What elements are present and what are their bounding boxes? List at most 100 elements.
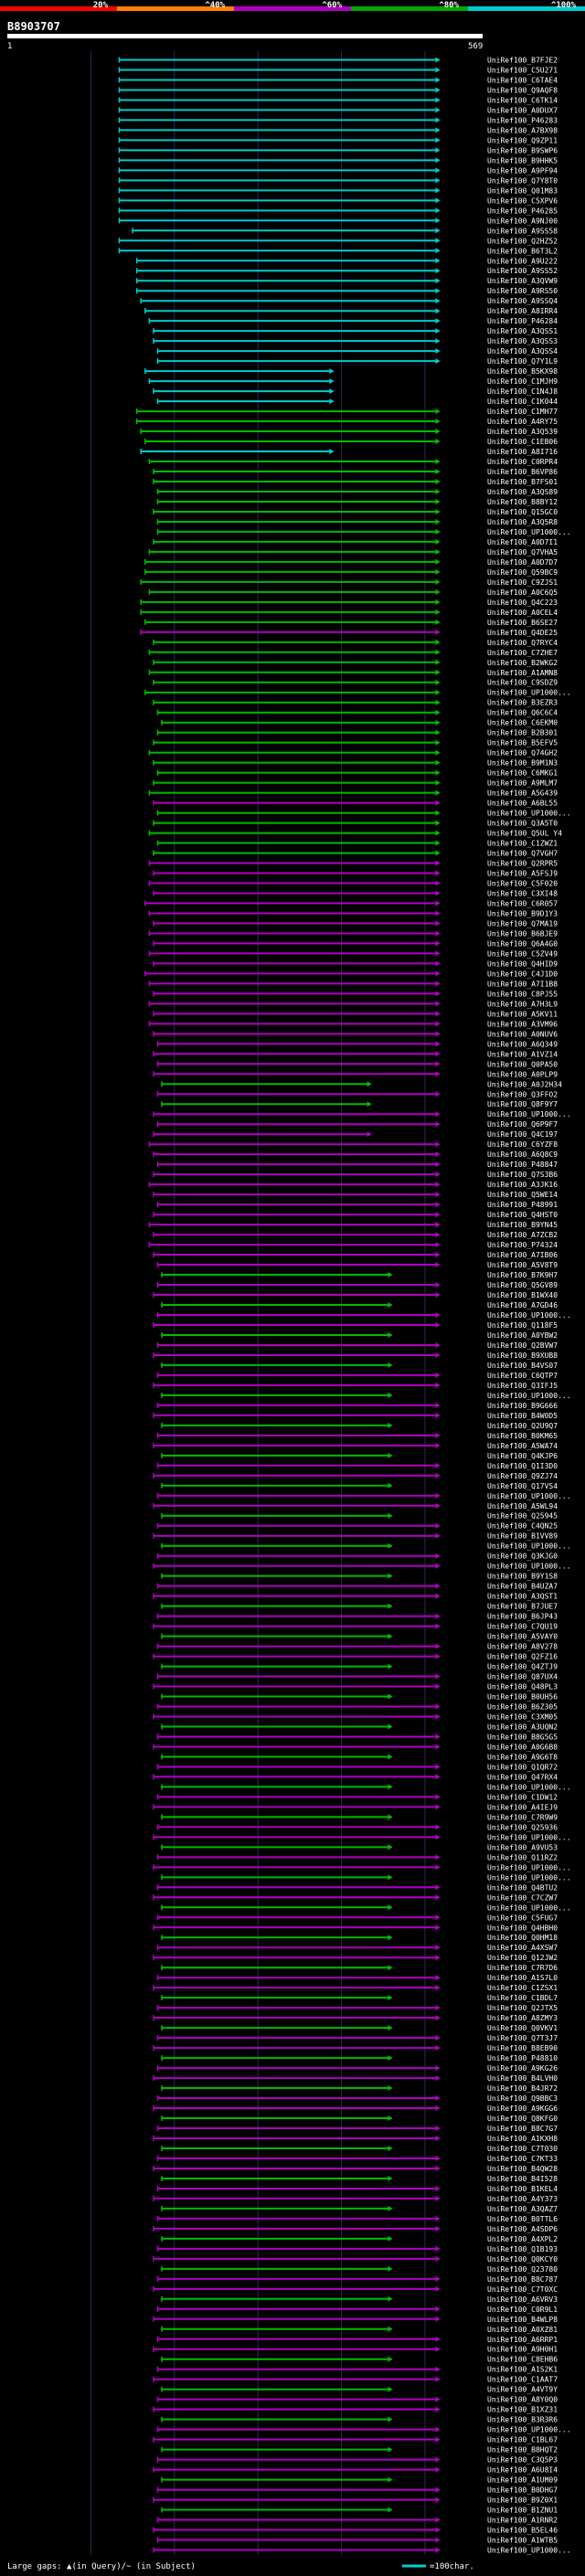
hit-label[interactable]: UniRef100_C5F020 [487,880,558,888]
hit-label[interactable]: UniRef100_A1VZ14 [487,1050,558,1058]
hit-label[interactable]: UniRef100_C6MKG1 [487,769,558,778]
hit-label[interactable]: UniRef100_C1BDL7 [487,1994,558,2002]
hit-label[interactable]: UniRef100_C1DW12 [487,1793,558,1801]
hit-label[interactable]: UniRef100_C8PJ55 [487,990,558,998]
hit-label[interactable]: UniRef100_A5WA74 [487,1442,558,1450]
hit-label[interactable]: UniRef100_C7R7D6 [487,1964,558,1972]
hit-label[interactable]: UniRef100_A5WL94 [487,1502,558,1511]
hit-label[interactable]: UniRef100_C7T0XC [487,2285,558,2294]
hit-label[interactable]: UniRef100_C3XI48 [487,889,558,897]
hit-label[interactable]: UniRef100_A4RY75 [487,418,558,426]
hit-label[interactable]: UniRef100_B6SE27 [487,619,558,627]
hit-label[interactable]: UniRef100_B3R3R6 [487,2416,558,2424]
hit-label[interactable]: UniRef100_B1WX40 [487,1291,558,1299]
hit-label[interactable]: UniRef100_B8G5G5 [487,1733,558,1741]
hit-label[interactable]: UniRef100_B1KEL4 [487,2185,558,2193]
hit-label[interactable]: UniRef100_Q2RPR5 [487,860,558,868]
hit-label[interactable]: UniRef100_A9U222 [487,257,558,265]
hit-label[interactable]: UniRef100_B6VP86 [487,468,558,476]
hit-label[interactable]: UniRef100_A4XSW7 [487,1944,558,1952]
hit-label[interactable]: UniRef100_C1MH77 [487,408,558,416]
hit-label[interactable]: UniRef100_A8I716 [487,448,558,456]
hit-label[interactable]: UniRef100_UP1000... [487,528,571,536]
hit-label[interactable]: UniRef100_C9SDZ9 [487,679,558,687]
hit-label[interactable]: UniRef100_Q23780 [487,2265,558,2274]
hit-label[interactable]: UniRef100_B5KX98 [487,367,558,376]
hit-label[interactable]: UniRef100_A1S7L0 [487,1974,558,1982]
hit-label[interactable]: UniRef100_Q9ZP11 [487,136,558,144]
hit-label[interactable]: UniRef100_A3JK16 [487,1181,558,1189]
hit-label[interactable]: UniRef100_C7T030 [487,2145,558,2153]
hit-label[interactable]: UniRef100_Q5WE14 [487,1191,558,1199]
hit-label[interactable]: UniRef100_UP1000... [487,1903,571,1912]
hit-label[interactable]: UniRef100_A4SDP6 [487,2225,558,2233]
hit-label[interactable]: UniRef100_B4QW28 [487,2165,558,2173]
hit-label[interactable]: UniRef100_A1AMN8 [487,669,558,677]
hit-label[interactable]: UniRef100_A7IB06 [487,1251,558,1259]
hit-label[interactable]: UniRef100_A9VU53 [487,1843,558,1851]
hit-label[interactable]: UniRef100_A1UM09 [487,2476,558,2485]
hit-label[interactable]: UniRef100_A9SS58 [487,227,558,235]
hit-label[interactable]: UniRef100_Q4BTU2 [487,1883,558,1892]
hit-label[interactable]: UniRef100_C7R9W9 [487,1813,558,1821]
hit-label[interactable]: UniRef100_A9SSQ4 [487,297,558,305]
hit-label[interactable]: UniRef100_B9YN45 [487,1221,558,1229]
hit-label[interactable]: UniRef100_P46284 [487,317,558,325]
hit-label[interactable]: UniRef100_B5EFV5 [487,739,558,747]
hit-label[interactable]: UniRef100_B9XUB8 [487,1352,558,1360]
hit-label[interactable]: UniRef100_B6JP43 [487,1613,558,1621]
hit-label[interactable]: UniRef100_C4QN25 [487,1522,558,1531]
hit-label[interactable]: UniRef100_B8C7G7 [487,2125,558,2133]
hit-label[interactable]: UniRef100_UP1000... [487,1392,571,1400]
hit-label[interactable]: UniRef100_A3Q539 [487,428,558,436]
hit-label[interactable]: UniRef100_Q8KFG0 [487,2115,558,2123]
hit-label[interactable]: UniRef100_A8Y0Q0 [487,2396,558,2404]
hit-label[interactable]: UniRef100_Q0PA50 [487,1060,558,1068]
hit-label[interactable]: UniRef100_A9NJ00 [487,217,558,225]
hit-label[interactable]: UniRef100_UP1000... [487,2547,571,2555]
hit-label[interactable]: UniRef100_A9KG26 [487,2064,558,2072]
hit-label[interactable]: UniRef100_C5ZV49 [487,949,558,958]
hit-label[interactable]: UniRef100_C7CZW7 [487,1893,558,1902]
hit-label[interactable]: UniRef100_A0CEL4 [487,609,558,617]
hit-label[interactable]: UniRef100_A5G439 [487,790,558,798]
hit-label[interactable]: UniRef100_B0UH56 [487,1693,558,1701]
hit-label[interactable]: UniRef100_Q4HST0 [487,1211,558,1219]
hit-label[interactable]: UniRef100_P48810 [487,2054,558,2062]
hit-label[interactable]: UniRef100_Q5UL Y4 [487,830,562,838]
hit-label[interactable]: UniRef100_P74324 [487,1241,558,1249]
hit-label[interactable]: UniRef100_B7FS01 [487,478,558,486]
hit-label[interactable]: UniRef100_B4W0D5 [487,1412,558,1420]
hit-label[interactable]: UniRef100_A5FSJ9 [487,870,558,878]
hit-label[interactable]: UniRef100_Q1B193 [487,2245,558,2253]
hit-label[interactable]: UniRef100_Q6P9F7 [487,1120,558,1129]
hit-label[interactable]: UniRef100_A6VRV3 [487,2295,558,2304]
hit-label[interactable]: UniRef100_C5U271 [487,66,558,74]
hit-label[interactable]: UniRef100_C1N4J8 [487,387,558,396]
hit-label[interactable]: UniRef100_Q6A4G0 [487,939,558,948]
hit-label[interactable]: UniRef100_UP1000... [487,1833,571,1841]
hit-label[interactable]: UniRef100_B9M1N3 [487,759,558,768]
hit-label[interactable]: UniRef100_Q7Y8T0 [487,176,558,185]
hit-label[interactable]: UniRef100_A9RS50 [487,287,558,295]
hit-label[interactable]: UniRef100_Q7MA19 [487,919,558,928]
hit-label[interactable]: UniRef100_A9H0H1 [487,2346,558,2354]
hit-label[interactable]: UniRef100_Q11RZ2 [487,1853,558,1861]
hit-label[interactable]: UniRef100_A4Y373 [487,2195,558,2203]
hit-label[interactable]: UniRef100_UP1000... [487,1873,571,1882]
hit-label[interactable]: UniRef100_A3QSS1 [487,327,558,335]
hit-label[interactable]: UniRef100_B6T3L2 [487,247,558,255]
hit-label[interactable]: UniRef100_A3QS89 [487,488,558,496]
hit-label[interactable]: UniRef100_P46283 [487,116,558,124]
hit-label[interactable]: UniRef100_Q7Y1L9 [487,357,558,366]
hit-label[interactable]: UniRef100_A1S2K1 [487,2366,558,2374]
hit-label[interactable]: UniRef100_B9Y1S8 [487,1573,558,1581]
hit-label[interactable]: UniRef100_C5XPV6 [487,196,558,205]
hit-label[interactable]: UniRef100_A3QAZ7 [487,2205,558,2213]
hit-label[interactable]: UniRef100_C1AAT7 [487,2376,558,2384]
hit-label[interactable]: UniRef100_B8HQT2 [487,2446,558,2454]
hit-label[interactable]: UniRef100_C1ZSX1 [487,1984,558,1992]
hit-label[interactable]: UniRef100_Q0HM18 [487,1934,558,1942]
hit-label[interactable]: UniRef100_Q3IFJ5 [487,1382,558,1390]
hit-label[interactable]: UniRef100_A7GD46 [487,1301,558,1309]
